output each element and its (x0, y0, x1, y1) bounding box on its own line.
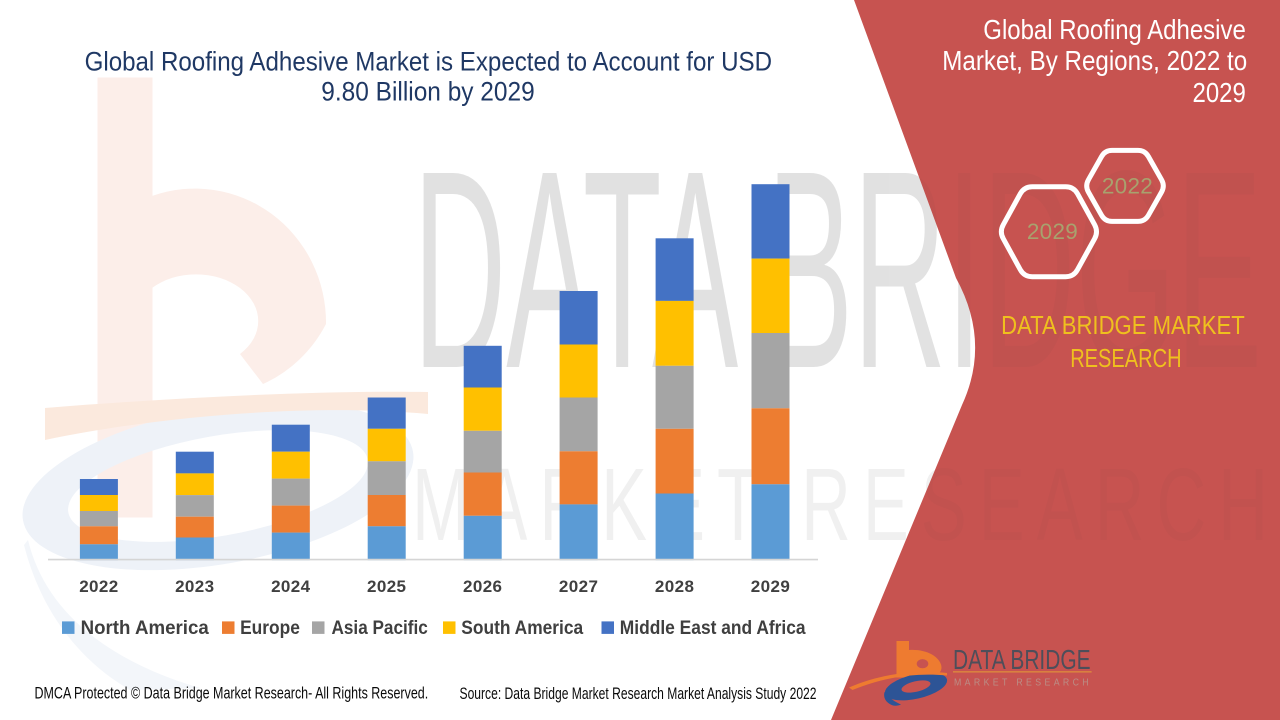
svg-text:Middle East and Africa: Middle East and Africa (620, 617, 806, 639)
svg-text:9.80 Billion by 2029: 9.80 Billion by 2029 (321, 76, 534, 106)
svg-text:Europe: Europe (240, 617, 300, 639)
svg-text:Global Roofing Adhesive: Global Roofing Adhesive (983, 14, 1246, 45)
svg-text:DMCA Protected © Data Bridge M: DMCA Protected © Data Bridge Market Rese… (35, 685, 429, 703)
svg-text:2029: 2029 (1027, 219, 1078, 244)
svg-text:2027: 2027 (559, 577, 598, 596)
svg-text:North America: North America (81, 617, 209, 639)
svg-text:Market, By Regions, 2022 to: Market, By Regions, 2022 to (942, 45, 1247, 76)
svg-text:2024: 2024 (271, 577, 311, 596)
svg-text:2023: 2023 (175, 577, 214, 596)
svg-text:Source: Data Bridge Market Res: Source: Data Bridge Market Research Mark… (460, 685, 817, 703)
svg-text:DATA BRIDGE MARKET: DATA BRIDGE MARKET (1001, 310, 1245, 340)
svg-text:2028: 2028 (655, 577, 694, 596)
svg-text:2022: 2022 (79, 577, 118, 596)
svg-text:2022: 2022 (1102, 174, 1153, 199)
svg-text:2026: 2026 (463, 577, 502, 596)
svg-text:2025: 2025 (367, 577, 406, 596)
svg-text:2029: 2029 (751, 577, 790, 596)
svg-text:RESEARCH: RESEARCH (1070, 343, 1181, 373)
svg-text:DATA BRIDGE: DATA BRIDGE (413, 112, 1262, 427)
svg-text:DATA BRIDGE: DATA BRIDGE (413, 112, 1262, 427)
svg-text:DATA BRIDGE: DATA BRIDGE (953, 644, 1091, 675)
svg-text:2029: 2029 (1193, 77, 1246, 108)
svg-text:MARKET RESEARCH: MARKET RESEARCH (954, 677, 1092, 689)
svg-text:Asia Pacific: Asia Pacific (332, 617, 428, 639)
svg-text:South America: South America (461, 617, 583, 639)
svg-text:Global Roofing Adhesive Market: Global Roofing Adhesive Market is Expect… (85, 47, 772, 77)
